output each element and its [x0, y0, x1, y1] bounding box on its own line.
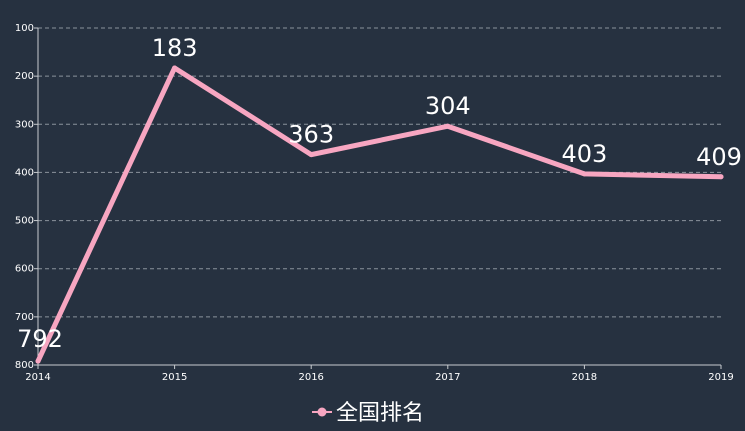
x-tick-label: 2014	[25, 372, 50, 383]
data-point	[718, 174, 724, 180]
data-label: 363	[288, 121, 334, 149]
data-label-layer: 792 183 363 304 403 409	[17, 34, 742, 353]
data-label: 304	[425, 92, 471, 120]
y-tick-label: 700	[15, 312, 34, 323]
data-point	[308, 152, 314, 158]
data-point	[581, 171, 587, 177]
y-tick-label: 800	[15, 360, 34, 371]
data-point	[172, 65, 178, 71]
x-tick-label: 2018	[572, 372, 597, 383]
y-tick-label: 500	[15, 216, 34, 227]
y-tick-label: 600	[15, 264, 34, 275]
x-tick-label: 2017	[435, 372, 460, 383]
data-label: 183	[152, 34, 198, 62]
series-line-全国排名	[35, 65, 724, 364]
data-label: 403	[561, 140, 607, 168]
y-tick-label: 300	[15, 119, 34, 130]
legend-marker-icon	[317, 407, 327, 417]
data-point	[35, 358, 41, 364]
legend-series-label: 全国排名	[336, 401, 424, 426]
data-label: 409	[696, 143, 742, 171]
data-point	[445, 123, 451, 129]
y-tick-label: 200	[15, 71, 34, 82]
series-layer	[35, 65, 724, 364]
legend[interactable]: 全国排名	[312, 401, 424, 426]
x-tick-label: 2019	[708, 372, 733, 383]
x-tick-label: 2016	[298, 372, 323, 383]
x-tick-label: 2015	[162, 372, 187, 383]
y-tick-label: 400	[15, 167, 34, 178]
data-label: 792	[17, 325, 63, 353]
y-tick-label: 100	[15, 23, 34, 34]
